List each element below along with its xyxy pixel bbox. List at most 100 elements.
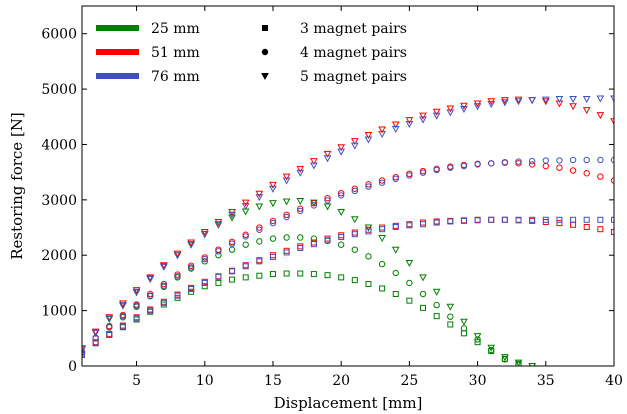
data-point: [541, 98, 550, 106]
data-point: [187, 264, 195, 271]
data-point: [432, 108, 441, 116]
data-point: [365, 253, 372, 260]
legend-marker-label: 5 magnet pairs: [300, 69, 407, 85]
data-point: [501, 216, 508, 223]
data-point: [256, 238, 263, 245]
y-tick-label: 4000: [41, 137, 77, 153]
data-point: [338, 233, 345, 240]
data-point: [91, 328, 100, 336]
data-point: [297, 243, 304, 250]
data-point: [365, 228, 372, 235]
data-point: [310, 202, 318, 209]
data-point: [460, 217, 467, 224]
legend-marker-triangle: [261, 73, 269, 81]
data-point: [296, 165, 305, 173]
data-point: [460, 330, 467, 337]
data-point: [419, 290, 427, 298]
y-tick-label: 3000: [41, 193, 77, 209]
data-point: [378, 126, 386, 134]
data-point: [255, 190, 264, 198]
data-point: [420, 304, 427, 311]
data-point: [378, 177, 386, 184]
data-point: [365, 281, 372, 288]
data-point: [597, 156, 604, 164]
data-point: [242, 233, 249, 240]
plot-frame: [81, 5, 615, 367]
data-point: [119, 302, 127, 310]
data-point: [255, 203, 264, 211]
data-point: [296, 197, 305, 205]
data-point: [570, 221, 577, 228]
data-point: [556, 220, 563, 227]
data-point: [447, 218, 454, 225]
data-point: [338, 274, 345, 281]
x-tick-label: 10: [196, 373, 214, 389]
data-point: [146, 274, 155, 282]
data-point: [392, 291, 399, 297]
legend-color-label: 51 mm: [151, 45, 200, 61]
data-point: [610, 118, 614, 126]
data-point: [419, 169, 427, 176]
data-point: [351, 229, 358, 236]
data-point: [351, 187, 359, 195]
data-point: [597, 226, 604, 233]
data-point: [515, 216, 522, 223]
data-point: [405, 259, 414, 268]
data-point: [283, 211, 290, 219]
data-point: [392, 175, 399, 183]
data-point: [297, 270, 304, 277]
data-point: [488, 160, 495, 167]
data-point: [419, 116, 427, 124]
data-point: [460, 162, 468, 170]
data-point: [82, 346, 86, 354]
data-point: [569, 103, 577, 111]
data-point: [160, 299, 167, 306]
data-point: [406, 172, 413, 179]
data-point: [146, 276, 155, 284]
data-point: [297, 234, 304, 241]
data-point: [200, 228, 209, 237]
data-point: [488, 216, 495, 223]
data-point: [447, 313, 454, 320]
data-point: [596, 112, 605, 120]
x-tick-label: 25: [400, 373, 418, 389]
data-point: [256, 226, 263, 233]
data-point: [501, 158, 509, 166]
data-point: [310, 235, 318, 242]
data-point: [515, 361, 522, 366]
data-point: [337, 144, 346, 152]
legend-color-label: 25 mm: [151, 21, 200, 37]
y-tick-label: 6000: [41, 27, 77, 43]
data-point: [282, 173, 291, 181]
data-point: [541, 96, 550, 104]
data-point: [474, 161, 481, 168]
data-point: [529, 216, 536, 223]
data-point: [433, 166, 440, 174]
data-point: [160, 282, 168, 289]
data-point: [460, 318, 468, 326]
data-point: [188, 286, 195, 293]
data-point: [446, 303, 455, 311]
data-point: [297, 205, 304, 212]
data-point: [283, 247, 290, 254]
data-point: [488, 346, 495, 354]
data-point: [269, 185, 277, 193]
data-point: [133, 302, 140, 309]
x-tick-label: 5: [132, 373, 141, 389]
data-point: [405, 117, 414, 125]
legend-marker-label: 3 magnet pairs: [300, 21, 407, 37]
data-point: [351, 277, 358, 284]
data-point: [214, 219, 223, 227]
data-point: [391, 246, 400, 254]
data-point: [460, 325, 468, 332]
data-point: [323, 203, 332, 211]
data-point: [447, 164, 454, 171]
data-point: [378, 235, 386, 243]
data-point: [419, 112, 427, 120]
data-point: [241, 199, 250, 207]
data-point: [569, 96, 577, 104]
data-point: [378, 179, 386, 186]
data-point: [446, 105, 455, 113]
data-point: [460, 106, 468, 114]
data-point: [392, 223, 399, 230]
